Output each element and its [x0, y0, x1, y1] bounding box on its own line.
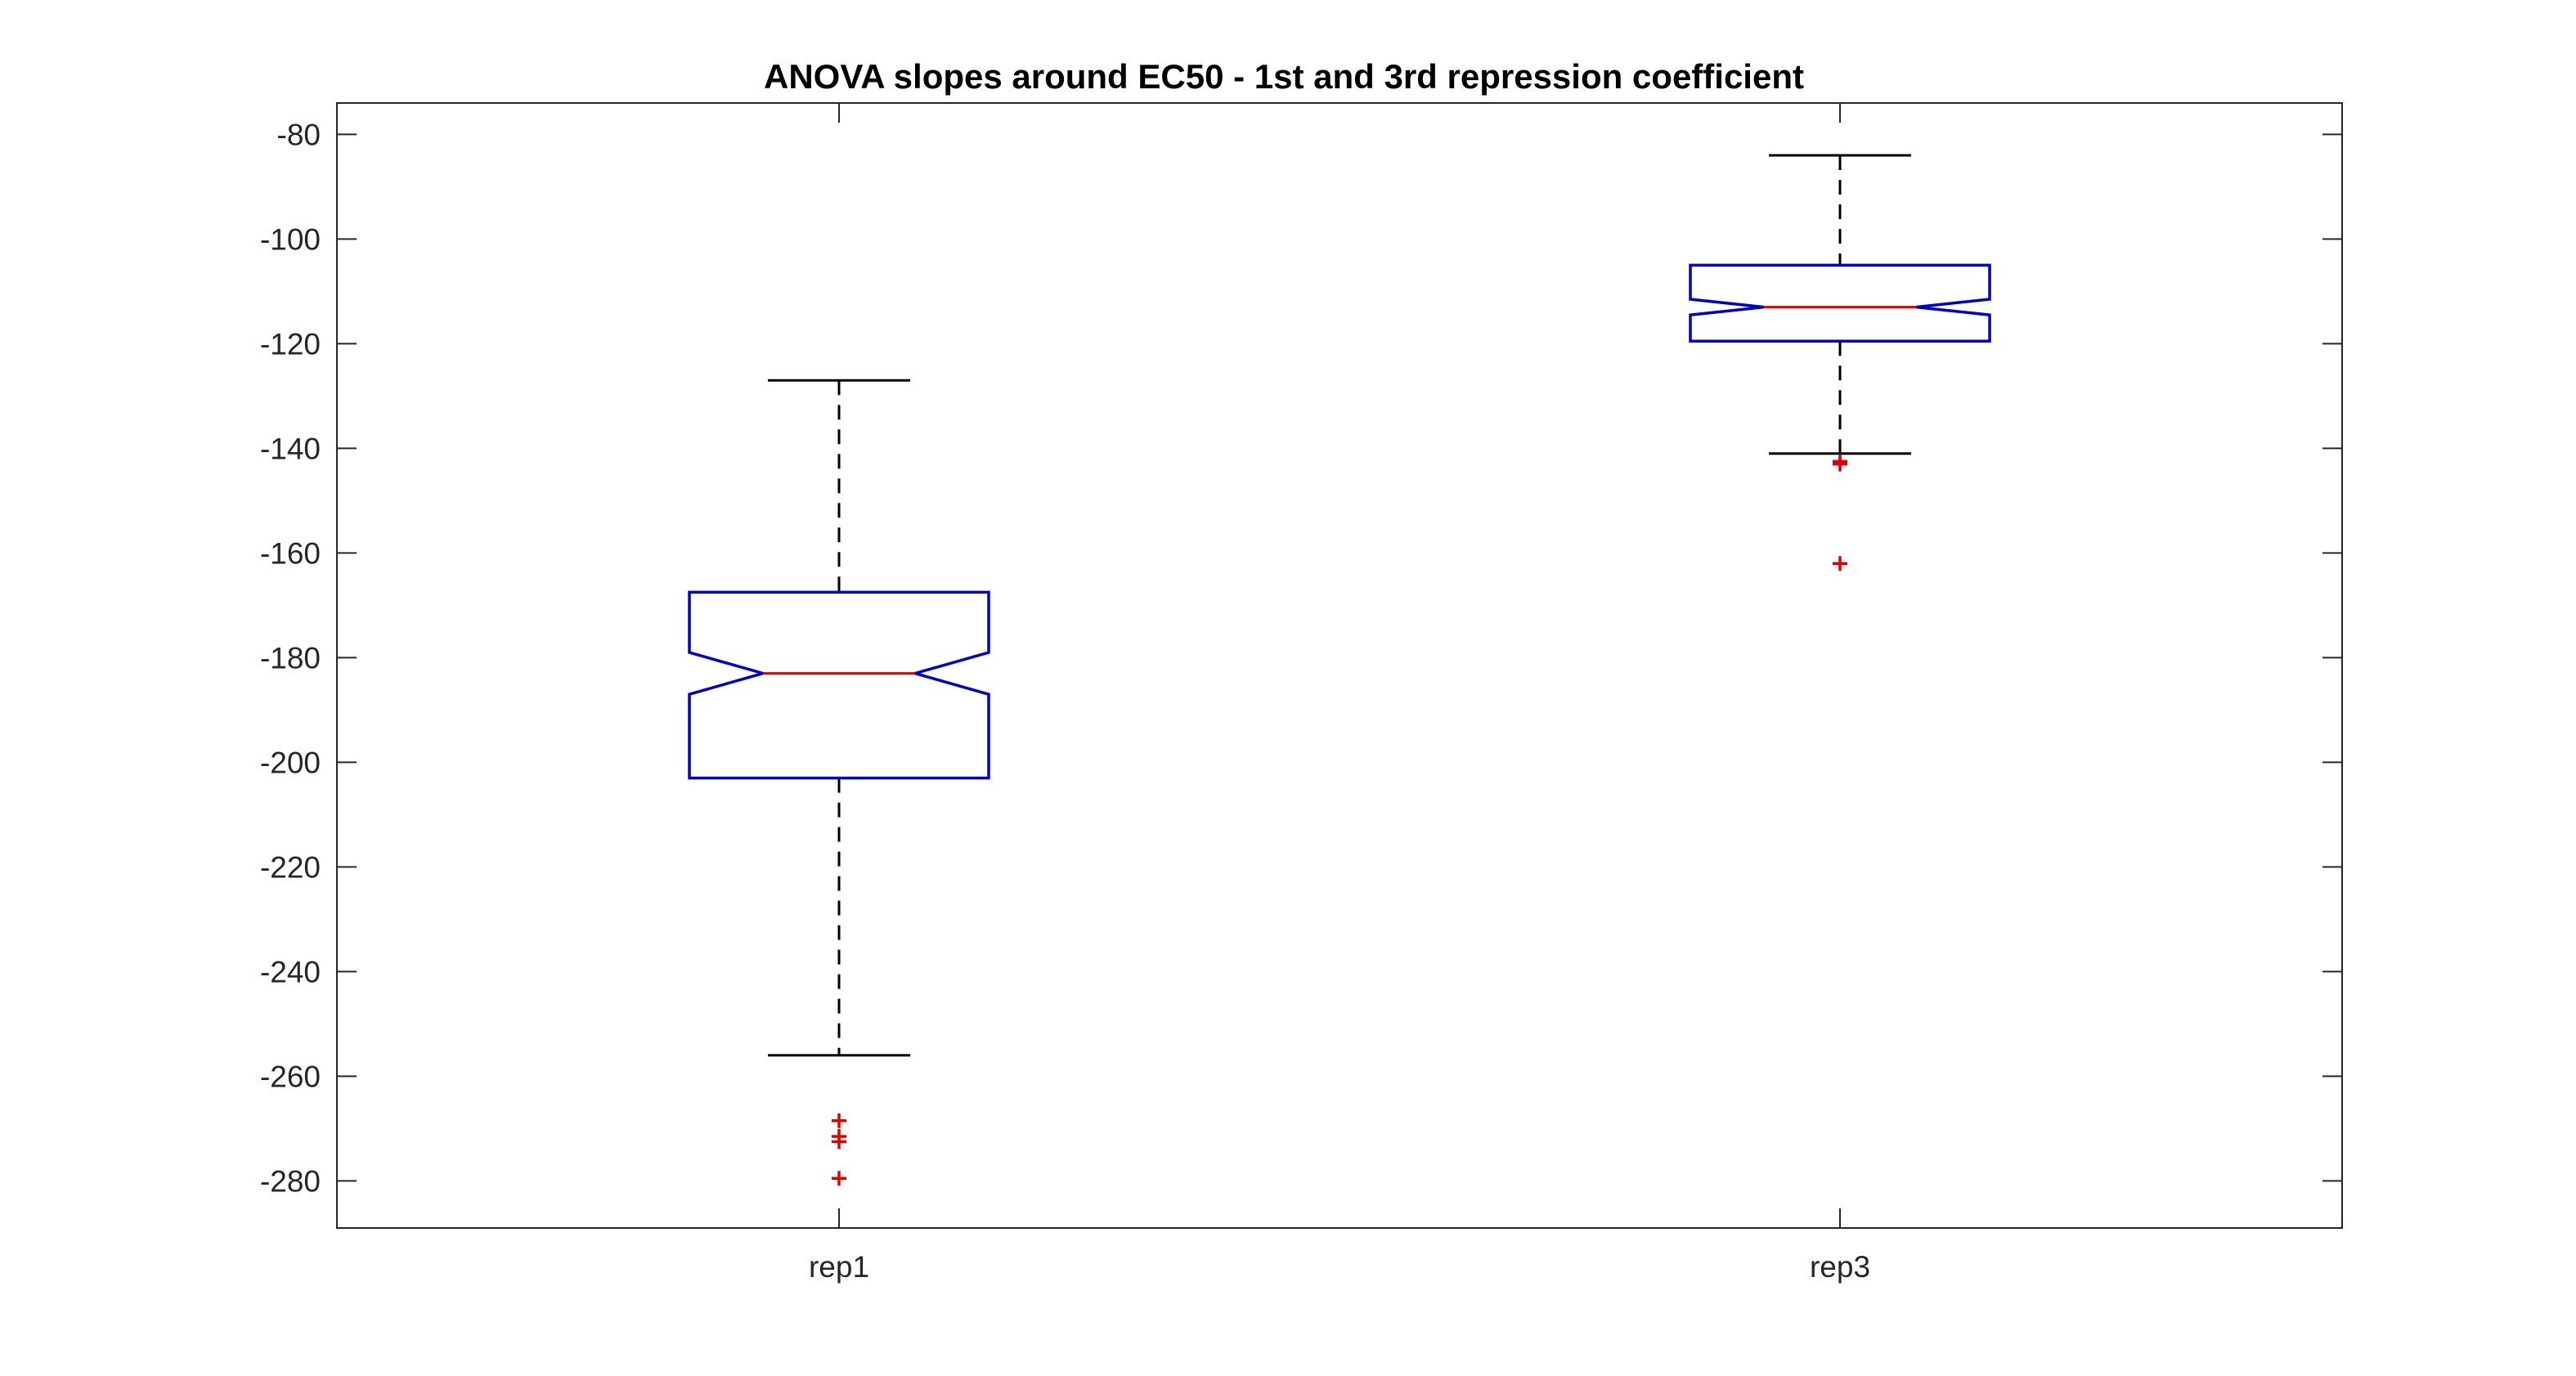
boxes-group [688, 154, 1991, 1186]
outlier-marker [1833, 556, 1847, 571]
outlier-marker [832, 1113, 846, 1128]
y-tick-label: -220 [260, 850, 321, 884]
notched-box [688, 590, 990, 780]
chart-title: ANOVA slopes around EC50 - 1st and 3rd r… [764, 57, 1804, 96]
y-tick-label: -120 [260, 327, 321, 361]
y-tick-label: -100 [260, 222, 321, 256]
outlier-marker [1833, 456, 1847, 472]
y-tick-label: -260 [260, 1060, 321, 1093]
x-tick-label: rep1 [809, 1250, 869, 1284]
y-tick-label: -240 [260, 955, 321, 988]
y-tick-label: -140 [260, 432, 321, 465]
plot-frame [336, 102, 2343, 1229]
y-tick-label: -160 [260, 536, 321, 570]
outlier-marker [832, 1171, 846, 1186]
notched-box [1689, 263, 1991, 343]
plot-axes: -80 -100 -120 -140 -160 -180 -200 -220 -240 -260 -… [260, 102, 2343, 1284]
x-tick-label: rep3 [1810, 1250, 1870, 1284]
y-tick-label: -180 [260, 641, 321, 675]
y-tick-label: -280 [260, 1164, 321, 1198]
box-rep3 [1689, 154, 1991, 571]
box-rep1 [688, 379, 990, 1186]
y-tick-label: -80 [277, 118, 321, 151]
y-tick-label: -200 [260, 746, 321, 779]
outlier-marker [832, 1134, 846, 1150]
